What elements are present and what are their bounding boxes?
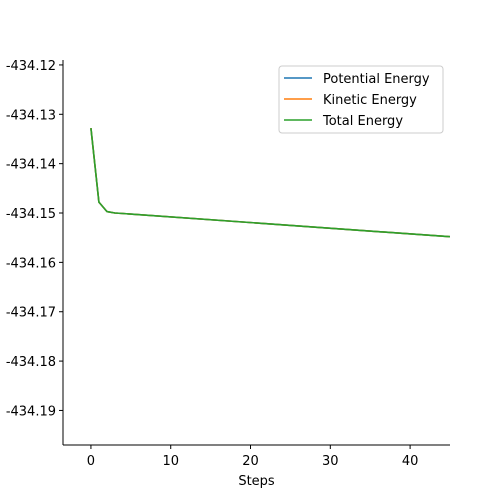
legend-label: Kinetic Energy [323,93,417,108]
legend: Potential Energy Kinetic Energy Total Ener… [278,65,444,134]
x-tick-label: 40 [402,454,419,469]
y-tick-label: -434.16 [6,256,56,271]
y-tick-label: -434.19 [6,404,56,419]
axes-layer: 0 10 20 30 40 -434.12 -434.13 -434.14 -434.15 -43… [6,59,450,489]
legend-label: Total Energy [322,114,403,129]
x-tick-label: 20 [242,454,259,469]
x-tick-label: 30 [322,454,339,469]
legend-box [278,65,444,134]
x-axis-title: Steps [238,474,275,489]
x-tick-label: 10 [162,454,179,469]
y-tick-label: -434.12 [6,59,56,74]
series-line-2 [90,128,450,238]
y-tick-label: -434.15 [6,207,56,222]
y-tick-label: -434.14 [6,158,56,173]
series-line-0 [90,128,450,238]
series-line-1 [90,128,450,238]
legend-label: Potential Energy [323,72,430,87]
x-tick-label: 0 [87,454,95,469]
series-layer [90,128,450,238]
y-tick-label: -434.17 [6,306,56,321]
y-tick-label: -434.13 [6,108,56,123]
y-tick-label: -434.18 [6,355,56,370]
